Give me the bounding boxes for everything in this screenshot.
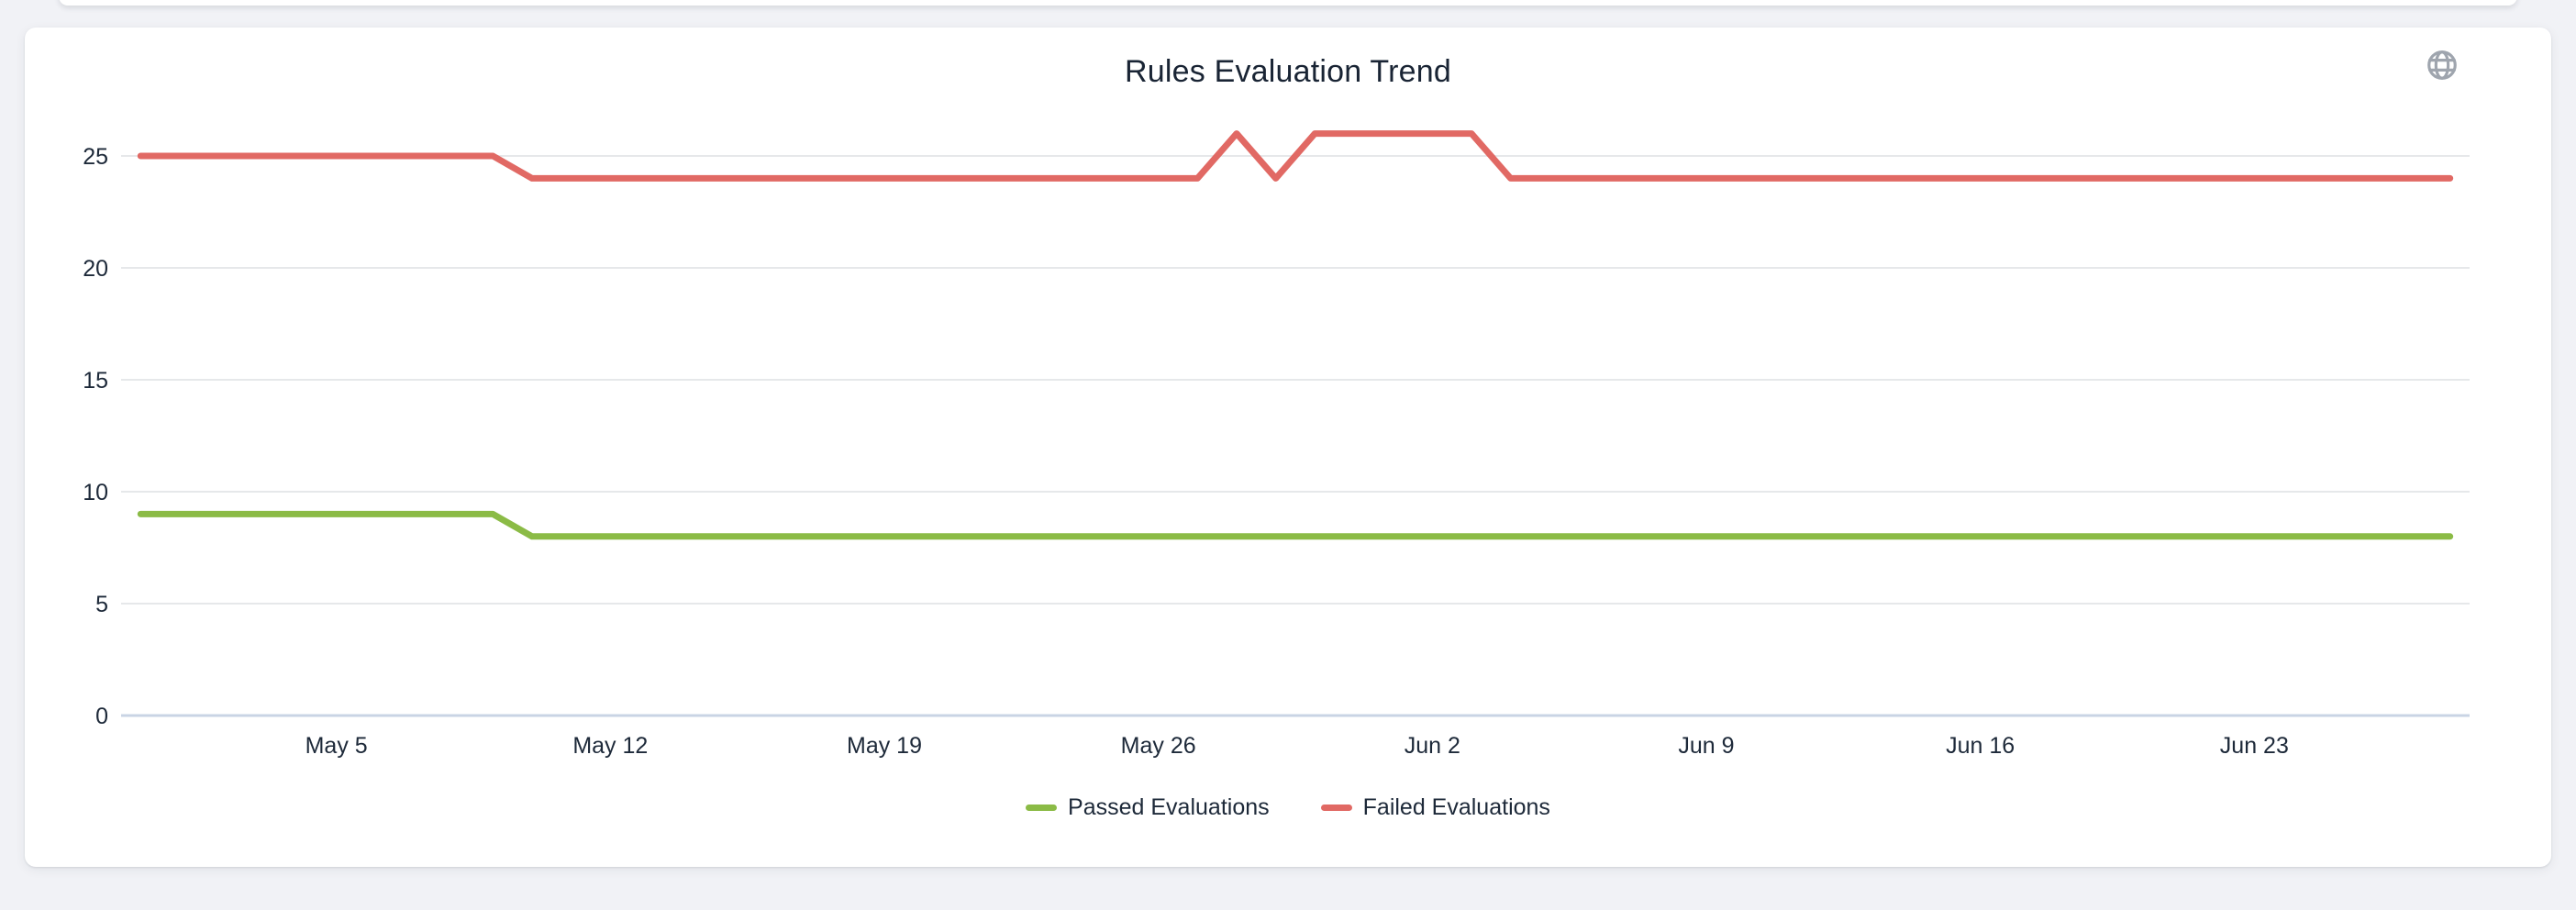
x-axis-label: May 26: [1121, 733, 1196, 759]
legend-item-failed-evaluations[interactable]: Failed Evaluations: [1320, 794, 1550, 821]
legend-label: Failed Evaluations: [1362, 794, 1550, 820]
globe-icon[interactable]: [2425, 48, 2459, 83]
legend-swatch: [1026, 805, 1058, 811]
y-axis-label: 5: [95, 592, 108, 617]
passed-evaluations-line: [137, 510, 2454, 540]
x-axis-label: Jun 23: [2220, 733, 2289, 759]
chart-title: Rules Evaluation Trend: [1125, 54, 1451, 89]
x-axis-label: May 12: [572, 733, 648, 759]
x-axis-label: Jun 2: [1405, 733, 1460, 759]
legend-swatch: [1320, 805, 1352, 811]
legend-item-passed-evaluations[interactable]: Passed Evaluations: [1026, 794, 1270, 821]
y-axis-label: 0: [95, 704, 108, 729]
failed-evaluations-line: [137, 130, 2454, 182]
x-axis-label: Jun 16: [1946, 733, 2015, 759]
plot-area[interactable]: 0 5 10 15 20 25 May 5 May 12 May 19 May 26 Jun 2 Ju…: [25, 28, 2551, 867]
adjacent-card-edge: [59, 0, 2517, 6]
y-axis-label: 10: [83, 480, 108, 505]
y-axis-label: 25: [83, 144, 108, 170]
legend-label: Passed Evaluations: [1068, 794, 1270, 820]
x-axis-label: May 5: [305, 733, 368, 759]
chart-legend: Passed Evaluations Failed Evaluations: [25, 794, 2551, 821]
x-axis-label: Jun 9: [1678, 733, 1734, 759]
y-axis-label: 15: [83, 368, 108, 394]
chart-card: Rules Evaluation Trend 0 5 10 15 20 25 May 5 Ma…: [25, 28, 2551, 867]
x-axis-label: May 19: [847, 733, 922, 759]
y-axis-label: 20: [83, 256, 108, 282]
